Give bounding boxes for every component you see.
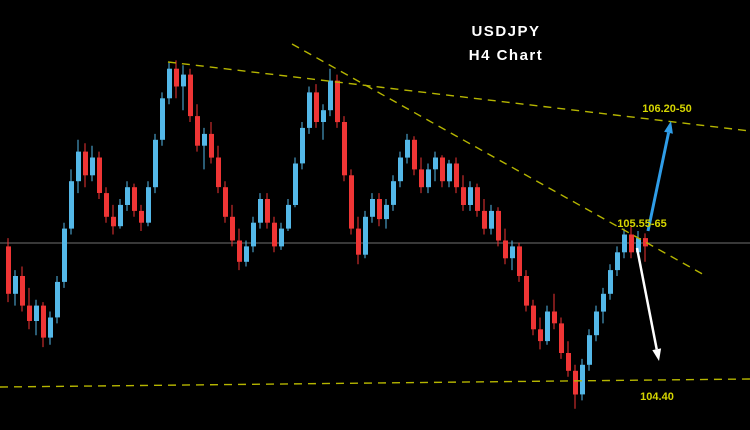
timeframe-label: H4 Chart: [468, 47, 544, 64]
candles: [6, 60, 648, 409]
upper-trendline[interactable]: [167, 61, 750, 132]
symbol-label: USDJPY: [471, 23, 541, 40]
down-arrow[interactable]: [635, 247, 662, 361]
support-level-label: 104.40: [640, 391, 674, 403]
breakout-zone-label: 105.55-65: [617, 218, 667, 230]
lower-trendline[interactable]: [291, 43, 707, 277]
support-trendline[interactable]: [0, 378, 750, 388]
chart-title: USDJPY H4 Chart: [469, 20, 544, 68]
resistance-zone-label: 106.20-50: [642, 103, 692, 115]
up-arrow[interactable]: [646, 121, 673, 232]
